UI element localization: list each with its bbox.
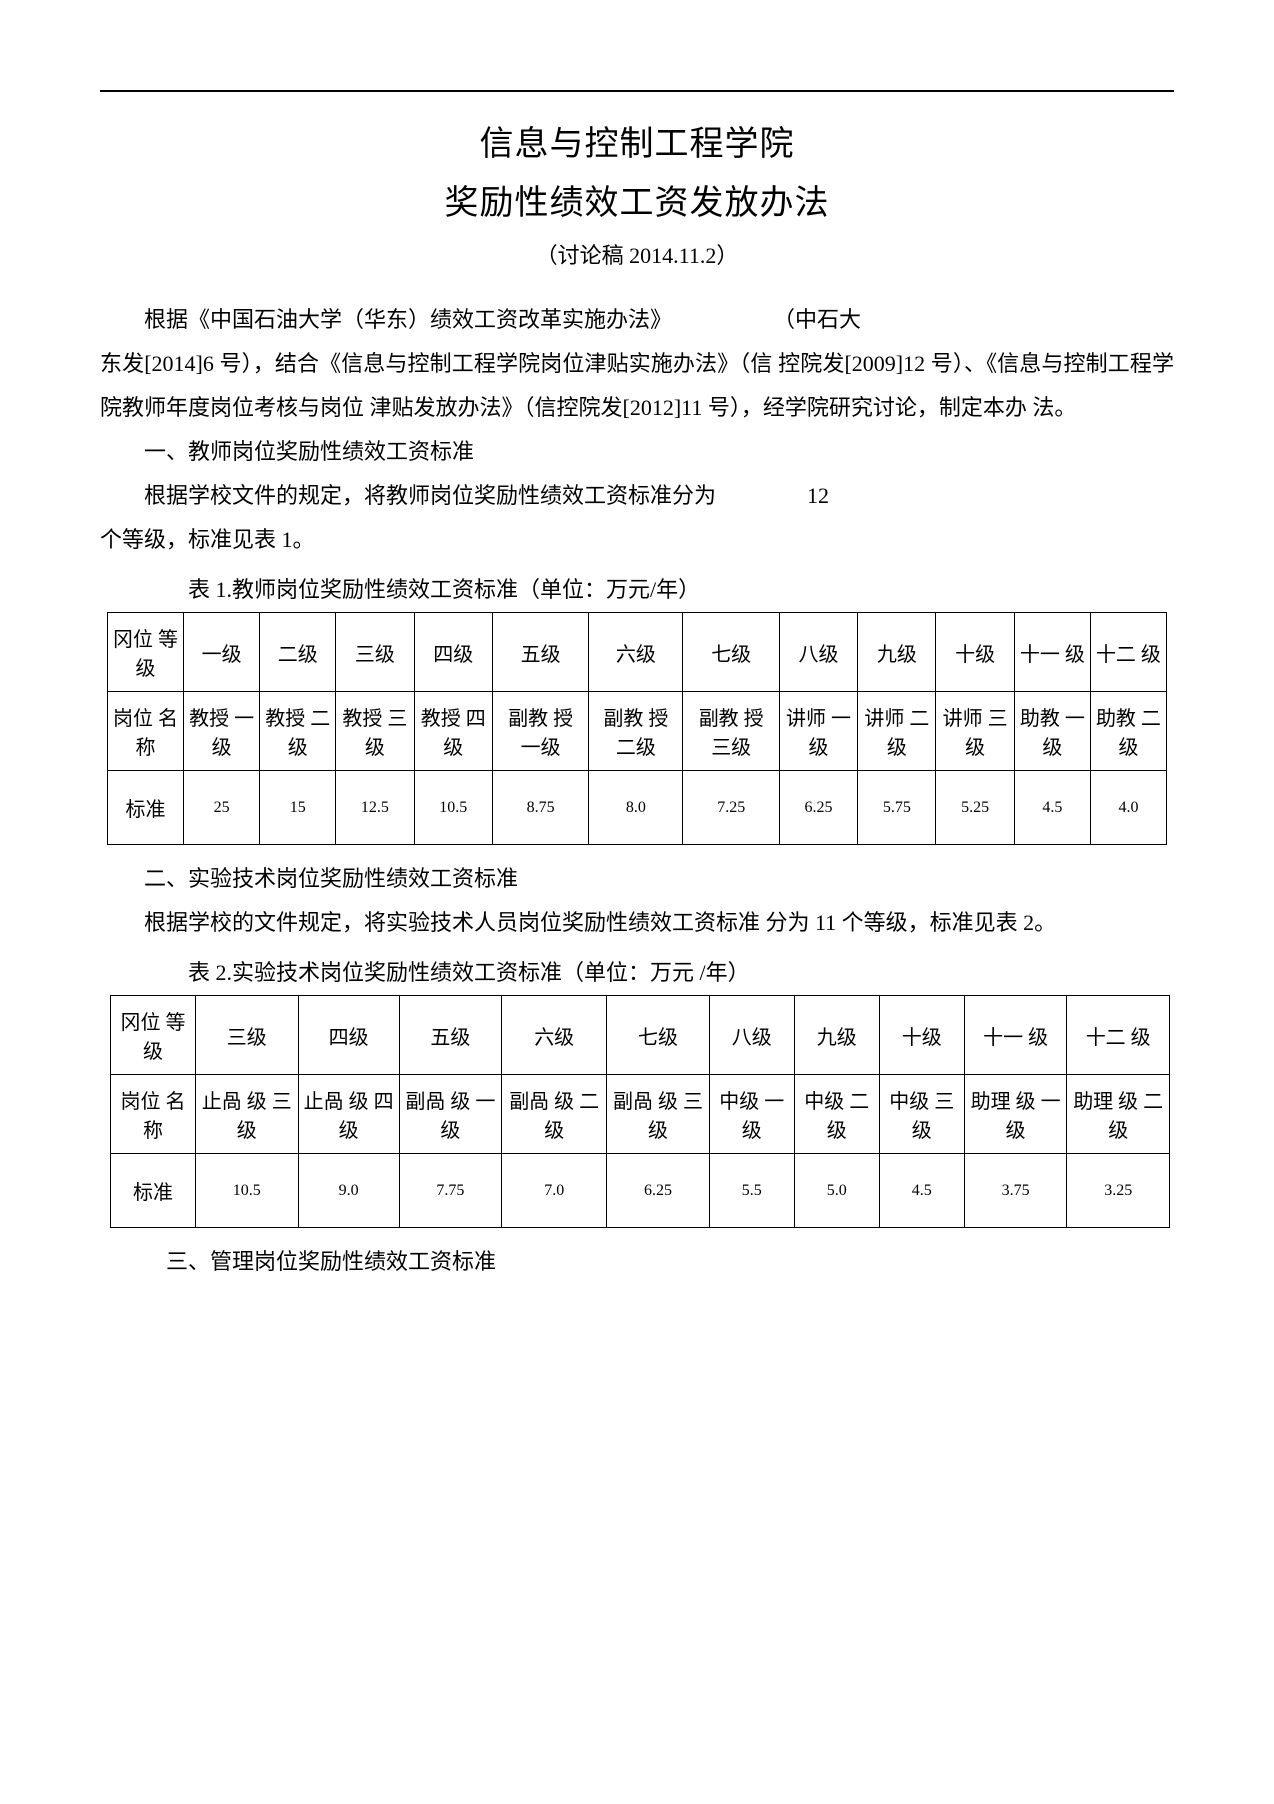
t2-v-3: 7.0 xyxy=(502,1154,607,1228)
t2-v-2: 7.75 xyxy=(399,1154,502,1228)
t2-nm-6: 中级 二 级 xyxy=(794,1075,879,1154)
t1-v-2: 12.5 xyxy=(336,771,414,845)
t2-nm-4: 副咼 级 三级 xyxy=(607,1075,710,1154)
t2-lv-1: 四级 xyxy=(298,996,399,1075)
t1-nm-4: 副教 授 一级 xyxy=(492,692,588,771)
t1-v-7: 6.25 xyxy=(779,771,857,845)
t1-nm-2: 教授 三级 xyxy=(336,692,414,771)
t2-nm-1: 止咼 级 四级 xyxy=(298,1075,399,1154)
t2-v-6: 5.0 xyxy=(794,1154,879,1228)
t2-v-0: 10.5 xyxy=(196,1154,299,1228)
table-1: 冈位 等级 一级 二级 三级 四级 五级 六级 七级 八级 九级 十级 十一 级… xyxy=(107,612,1167,845)
doc-title-line2: 奖励性绩效工资发放办法 xyxy=(100,175,1174,224)
t1-lv-1: 二级 xyxy=(260,613,336,692)
section-1-heading: 一、教师岗位奖励性绩效工资标准 xyxy=(100,430,1174,474)
s2-body: 根据学校的文件规定，将实验技术人员岗位奖励性绩效工资标准 分为 11 个等级，标… xyxy=(100,901,1174,945)
t1-v-0: 25 xyxy=(184,771,260,845)
t2-v-8: 3.75 xyxy=(964,1154,1067,1228)
t2-v-5: 5.5 xyxy=(709,1154,794,1228)
table-2: 冈位 等 级 三级 四级 五级 六级 七级 八级 九级 十级 十一 级 十二 级… xyxy=(110,995,1170,1228)
t1-lv-4: 五级 xyxy=(492,613,588,692)
intro-paragraph: 根据《中国石油大学（华东）绩效工资改革实施办法》 （中石大 东发[2014]6 … xyxy=(100,298,1174,430)
t1-rh-0: 冈位 等级 xyxy=(108,613,184,692)
intro-part-b: （中石大 xyxy=(773,307,861,332)
t2-lv-8: 十一 级 xyxy=(964,996,1067,1075)
t2-rh-1: 岗位 名 称 xyxy=(111,1075,196,1154)
top-rule xyxy=(100,90,1174,92)
t1-lv-10: 十一 级 xyxy=(1014,613,1090,692)
t2-nm-0: 止咼 级 三级 xyxy=(196,1075,299,1154)
table1-row-levels: 冈位 等级 一级 二级 三级 四级 五级 六级 七级 八级 九级 十级 十一 级… xyxy=(108,613,1167,692)
t1-v-4: 8.75 xyxy=(492,771,588,845)
section-1-body: 根据学校文件的规定，将教师岗位奖励性绩效工资标准分为 12 个等级，标准见表 1… xyxy=(100,474,1174,562)
t2-lv-5: 八级 xyxy=(709,996,794,1075)
t1-nm-0: 教授 一级 xyxy=(184,692,260,771)
section-3-heading: 三、管理岗位奖励性绩效工资标准 xyxy=(100,1240,1174,1284)
t1-nm-1: 教授 二级 xyxy=(260,692,336,771)
t2-v-9: 3.25 xyxy=(1067,1154,1170,1228)
t1-nm-9: 讲师 三级 xyxy=(936,692,1014,771)
t1-v-5: 8.0 xyxy=(589,771,683,845)
t1-lv-2: 三级 xyxy=(336,613,414,692)
t1-v-11: 4.0 xyxy=(1090,771,1166,845)
intro-part-c: 东发[2014]6 号），结合《信息与控制工程学院岗位津贴实施办法》（信 控院发… xyxy=(100,351,1174,420)
table2-row-names: 岗位 名 称 止咼 级 三级 止咼 级 四级 副咼 级 一级 副咼 级 二 级 … xyxy=(111,1075,1170,1154)
t2-v-4: 6.25 xyxy=(607,1154,710,1228)
t1-nm-11: 助教 二级 xyxy=(1090,692,1166,771)
table2-row-values: 标准 10.5 9.0 7.75 7.0 6.25 5.5 5.0 4.5 3.… xyxy=(111,1154,1170,1228)
t2-lv-3: 六级 xyxy=(502,996,607,1075)
t1-rh-1: 岗位 名称 xyxy=(108,692,184,771)
t1-nm-8: 讲师 二级 xyxy=(858,692,936,771)
t2-lv-2: 五级 xyxy=(399,996,502,1075)
t2-nm-3: 副咼 级 二 级 xyxy=(502,1075,607,1154)
t2-nm-8: 助理 级 一级 xyxy=(964,1075,1067,1154)
t2-v-7: 4.5 xyxy=(879,1154,964,1228)
t1-lv-9: 十级 xyxy=(936,613,1014,692)
t2-nm-9: 助理 级 二级 xyxy=(1067,1075,1170,1154)
table2-row-levels: 冈位 等 级 三级 四级 五级 六级 七级 八级 九级 十级 十一 级 十二 级 xyxy=(111,996,1170,1075)
doc-title-line1: 信息与控制工程学院 xyxy=(100,116,1174,165)
intro-part-a: 根据《中国石油大学（华东）绩效工资改革实施办法》 xyxy=(144,307,672,332)
t1-nm-3: 教授 四级 xyxy=(414,692,492,771)
t2-nm-5: 中级 一 级 xyxy=(709,1075,794,1154)
t1-v-3: 10.5 xyxy=(414,771,492,845)
t2-lv-7: 十级 xyxy=(879,996,964,1075)
t1-v-6: 7.25 xyxy=(683,771,779,845)
t1-lv-0: 一级 xyxy=(184,613,260,692)
t1-nm-6: 副教 授 三级 xyxy=(683,692,779,771)
t2-lv-9: 十二 级 xyxy=(1067,996,1170,1075)
t2-rh-0: 冈位 等 级 xyxy=(111,996,196,1075)
t1-nm-10: 助教 一级 xyxy=(1014,692,1090,771)
table1-row-names: 岗位 名称 教授 一级 教授 二级 教授 三级 教授 四级 副教 授 一级 副教… xyxy=(108,692,1167,771)
t1-nm-7: 讲师 一级 xyxy=(779,692,857,771)
t1-lv-3: 四级 xyxy=(414,613,492,692)
t1-v-8: 5.75 xyxy=(858,771,936,845)
t1-v-10: 4.5 xyxy=(1014,771,1090,845)
t1-lv-7: 八级 xyxy=(779,613,857,692)
table2-caption: 表 2.实验技术岗位奖励性绩效工资标准（单位：万元 /年） xyxy=(100,955,1174,987)
t2-v-1: 9.0 xyxy=(298,1154,399,1228)
t1-rh-2: 标准 xyxy=(108,771,184,845)
t1-lv-6: 七级 xyxy=(683,613,779,692)
t2-nm-2: 副咼 级 一级 xyxy=(399,1075,502,1154)
table1-row-values: 标准 25 15 12.5 10.5 8.75 8.0 7.25 6.25 5.… xyxy=(108,771,1167,845)
t1-v-1: 15 xyxy=(260,771,336,845)
t2-lv-0: 三级 xyxy=(196,996,299,1075)
t2-lv-6: 九级 xyxy=(794,996,879,1075)
t2-lv-4: 七级 xyxy=(607,996,710,1075)
doc-subtitle: （讨论稿 2014.11.2） xyxy=(100,238,1174,270)
section-2-body: 根据学校的文件规定，将实验技术人员岗位奖励性绩效工资标准 分为 11 个等级，标… xyxy=(100,901,1174,945)
t1-nm-5: 副教 授 二级 xyxy=(589,692,683,771)
t1-lv-5: 六级 xyxy=(589,613,683,692)
s1-body-a: 根据学校文件的规定，将教师岗位奖励性绩效工资标准分为 xyxy=(144,483,716,508)
s1-body-c: 个等级，标准见表 1。 xyxy=(100,527,315,552)
t1-lv-8: 九级 xyxy=(858,613,936,692)
t1-v-9: 5.25 xyxy=(936,771,1014,845)
t1-lv-11: 十二 级 xyxy=(1090,613,1166,692)
s1-body-b: 12 xyxy=(807,483,829,508)
t2-nm-7: 中级 三 级 xyxy=(879,1075,964,1154)
t2-rh-2: 标准 xyxy=(111,1154,196,1228)
section-2-heading: 二、实验技术岗位奖励性绩效工资标准 xyxy=(100,857,1174,901)
table1-caption: 表 1.教师岗位奖励性绩效工资标准（单位：万元/年） xyxy=(100,572,1174,604)
